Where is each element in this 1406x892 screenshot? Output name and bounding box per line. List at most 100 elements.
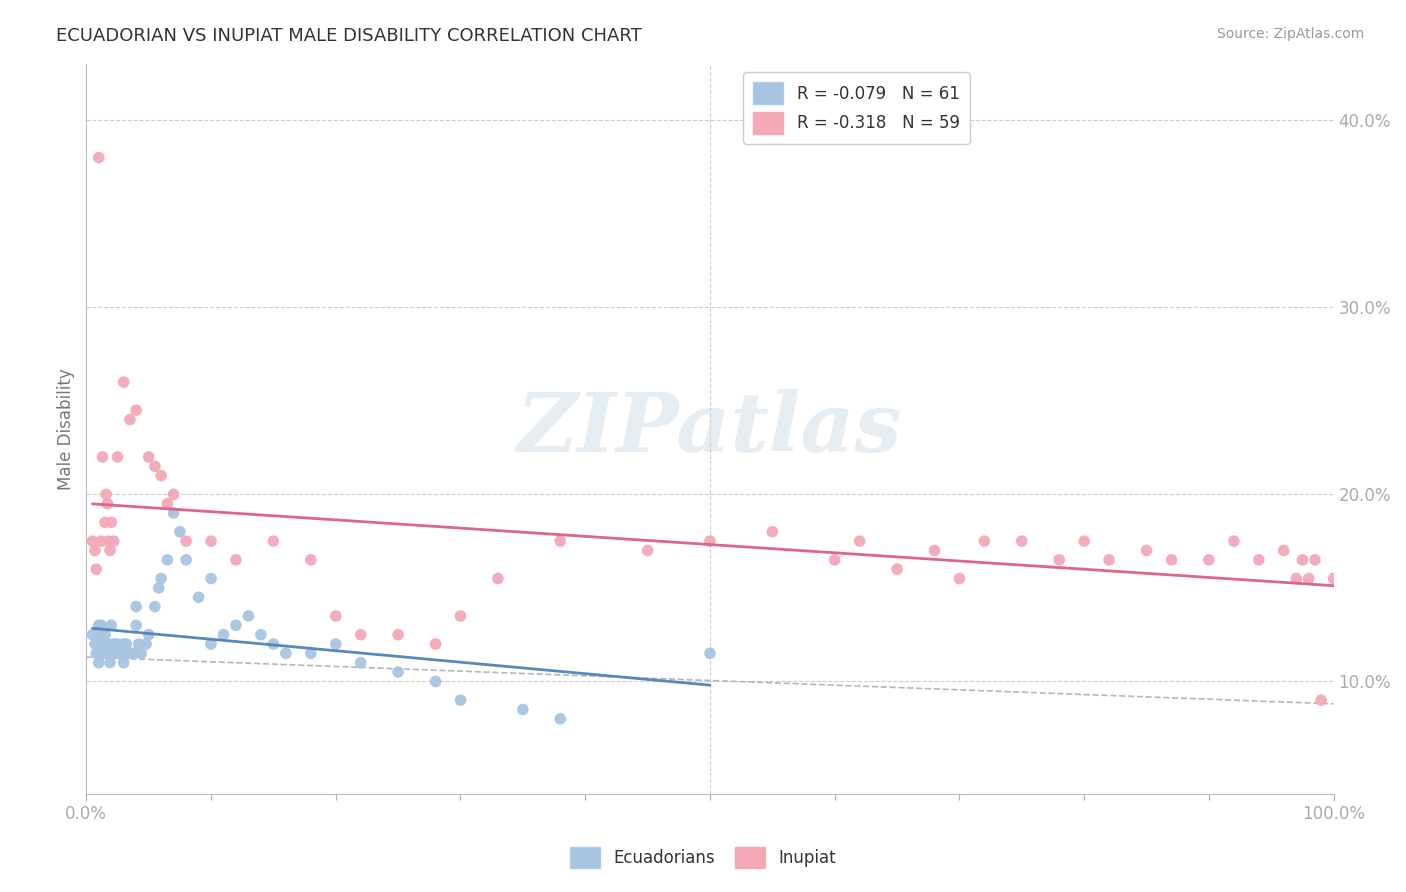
Point <box>299 646 322 660</box>
Legend: R = -0.079   N = 61, R = -0.318   N = 59: R = -0.079 N = 61, R = -0.318 N = 59 <box>744 72 970 144</box>
Point <box>169 524 191 539</box>
Point <box>1223 534 1246 549</box>
Point <box>1291 553 1313 567</box>
Point <box>325 609 347 624</box>
Point <box>174 534 197 549</box>
Point <box>150 572 173 586</box>
Point <box>1323 572 1346 586</box>
Point <box>1047 553 1070 567</box>
Point <box>84 637 107 651</box>
Point <box>637 543 659 558</box>
Point <box>86 637 108 651</box>
Point <box>96 497 118 511</box>
Point <box>107 637 129 651</box>
Point <box>174 553 197 567</box>
Point <box>103 534 125 549</box>
Point <box>387 627 409 641</box>
Point <box>112 646 135 660</box>
Point <box>450 693 472 707</box>
Point <box>1247 553 1270 567</box>
Point <box>425 674 447 689</box>
Point <box>125 403 148 417</box>
Point <box>84 646 107 660</box>
Point <box>112 656 135 670</box>
Point <box>138 450 160 464</box>
Point <box>87 646 110 660</box>
Point <box>91 646 114 660</box>
Point <box>350 656 373 670</box>
Point <box>87 627 110 641</box>
Point <box>1198 553 1220 567</box>
Point <box>91 450 114 464</box>
Point <box>699 646 721 660</box>
Point <box>112 375 135 389</box>
Point <box>100 618 122 632</box>
Point <box>135 637 157 651</box>
Point <box>162 506 184 520</box>
Point <box>886 562 908 576</box>
Point <box>87 151 110 165</box>
Point <box>103 637 125 651</box>
Point <box>82 534 104 549</box>
Point <box>387 665 409 679</box>
Point <box>274 646 297 660</box>
Point <box>973 534 995 549</box>
Point <box>94 637 117 651</box>
Point <box>156 497 179 511</box>
Point <box>512 702 534 716</box>
Point <box>238 609 260 624</box>
Point <box>262 534 284 549</box>
Point <box>94 627 117 641</box>
Point <box>761 524 783 539</box>
Point <box>120 646 142 660</box>
Point <box>187 591 209 605</box>
Point <box>143 459 166 474</box>
Point <box>262 637 284 651</box>
Point <box>548 712 571 726</box>
Point <box>98 656 121 670</box>
Text: ZIPatlas: ZIPatlas <box>517 389 903 469</box>
Point <box>225 618 247 632</box>
Point <box>1135 543 1157 558</box>
Point <box>450 609 472 624</box>
Legend: Ecuadorians, Inupiat: Ecuadorians, Inupiat <box>564 840 842 875</box>
Point <box>162 487 184 501</box>
Text: Source: ZipAtlas.com: Source: ZipAtlas.com <box>1216 27 1364 41</box>
Point <box>96 487 118 501</box>
Point <box>100 516 122 530</box>
Point <box>200 637 222 651</box>
Point <box>325 637 347 651</box>
Point <box>1011 534 1033 549</box>
Point <box>122 646 145 660</box>
Point <box>112 637 135 651</box>
Point <box>299 553 322 567</box>
Point <box>148 581 170 595</box>
Point <box>84 562 107 576</box>
Point <box>84 543 107 558</box>
Point <box>115 637 138 651</box>
Point <box>98 543 121 558</box>
Point <box>1272 543 1295 558</box>
Point <box>200 534 222 549</box>
Point <box>90 618 112 632</box>
Point <box>82 627 104 641</box>
Y-axis label: Male Disability: Male Disability <box>58 368 75 490</box>
Point <box>96 637 118 651</box>
Point <box>90 534 112 549</box>
Point <box>350 627 373 641</box>
Point <box>225 553 247 567</box>
Point <box>118 646 141 660</box>
Point <box>118 412 141 426</box>
Point <box>150 468 173 483</box>
Point <box>129 646 152 660</box>
Point <box>108 646 131 660</box>
Point <box>125 618 148 632</box>
Point <box>100 646 122 660</box>
Point <box>948 572 970 586</box>
Point <box>97 534 120 549</box>
Point <box>125 599 148 614</box>
Point <box>1298 572 1320 586</box>
Point <box>1160 553 1182 567</box>
Point <box>924 543 946 558</box>
Point <box>128 637 150 651</box>
